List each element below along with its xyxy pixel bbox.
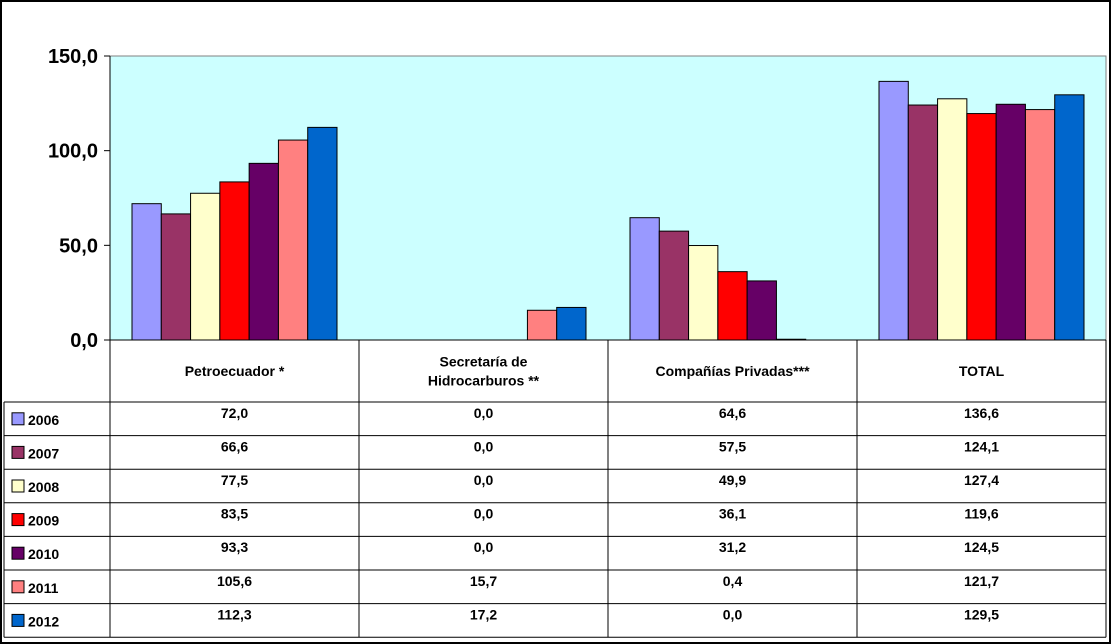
series-label: 2006: [28, 412, 59, 428]
data-cell-value: 57,5: [719, 438, 746, 454]
bar: [277, 139, 309, 341]
data-cell-value: 127,4: [964, 472, 999, 488]
bar: [907, 104, 939, 341]
bar: [248, 162, 279, 341]
data-cell-value: 0,4: [723, 573, 743, 589]
data-cell-value: 0,0: [474, 539, 494, 555]
data-cell-value: 49,9: [719, 472, 746, 488]
data-cell-value: 121,7: [964, 573, 999, 589]
category-label: Petroecuador *: [185, 363, 285, 379]
data-cell-value: 0,0: [474, 472, 494, 488]
category-label: Secretaría de: [440, 354, 528, 370]
bar: [307, 126, 338, 341]
series-label: 2011: [28, 580, 59, 596]
data-cell-value: 129,5: [964, 606, 999, 622]
data-cell-value: 119,6: [964, 506, 998, 522]
legend-key: [11, 445, 25, 459]
category-label: Compañías Privadas***: [655, 363, 810, 379]
y-tick-label: 150,0: [48, 46, 98, 68]
bar: [966, 113, 997, 341]
data-cell-value: 66,6: [221, 438, 248, 454]
data-cell-value: 15,7: [470, 573, 497, 589]
bar: [658, 230, 690, 341]
legend-key: [11, 546, 25, 560]
bar: [160, 213, 192, 341]
bar: [190, 192, 221, 341]
data-cell-value: 0,0: [723, 606, 743, 622]
series-label: 2010: [28, 546, 59, 562]
legend-key: [11, 513, 25, 527]
bar: [629, 217, 660, 341]
data-cell-value: 31,2: [719, 539, 746, 555]
data-cell-value: 93,3: [221, 539, 248, 555]
bar: [995, 103, 1026, 341]
bar: [746, 280, 777, 341]
y-tick-label: 50,0: [59, 235, 98, 257]
bar: [878, 80, 909, 341]
data-cell-value: 77,5: [221, 472, 248, 488]
y-tick-label: 100,0: [48, 141, 98, 163]
data-cell-value: 83,5: [221, 506, 248, 522]
bar: [688, 245, 719, 341]
data-cell-value: 136,6: [964, 405, 999, 421]
bar: [131, 203, 162, 341]
legend-key: [11, 580, 25, 594]
series-label: 2008: [28, 479, 59, 495]
legend-key: [11, 479, 25, 493]
data-cell-value: 72,0: [221, 405, 248, 421]
y-tick-label: 0,0: [70, 330, 98, 352]
bar: [1024, 109, 1056, 341]
legend-key: [11, 412, 25, 426]
series-label: 2009: [28, 513, 59, 529]
category-label: TOTAL: [959, 363, 1005, 379]
series-label: 2007: [28, 445, 59, 461]
bar: [556, 306, 587, 341]
data-cell-value: 0,0: [474, 405, 494, 421]
bar: [219, 181, 250, 341]
bar: [526, 309, 558, 341]
data-cell-value: 0,0: [474, 506, 494, 522]
data-cell-value: 64,6: [719, 405, 746, 421]
data-cell-value: 112,3: [217, 606, 251, 622]
category-label: Hidrocarburos **: [428, 373, 540, 389]
data-cell-value: 0,0: [474, 438, 494, 454]
data-cell-value: 17,2: [470, 606, 497, 622]
data-cell-value: 124,1: [964, 438, 999, 454]
bar: [1054, 94, 1085, 341]
bar: [717, 271, 748, 341]
data-cell-value: 105,6: [217, 573, 252, 589]
legend-key: [11, 613, 25, 627]
series-label: 2012: [28, 613, 59, 629]
data-cell-value: 36,1: [719, 506, 746, 522]
bar: [937, 98, 968, 341]
data-cell-value: 124,5: [964, 539, 999, 555]
